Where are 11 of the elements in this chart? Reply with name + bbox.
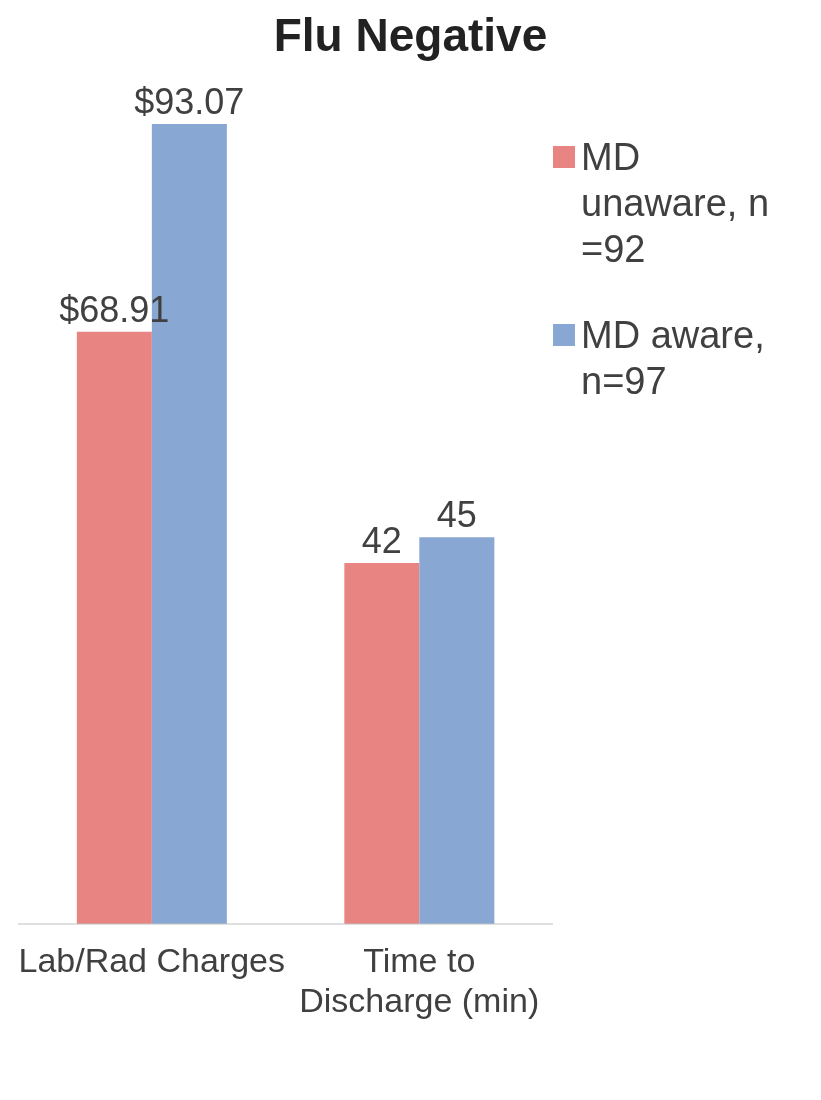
bar [344,562,420,924]
legend-label: MD aware, n=97 [581,313,766,404]
legend-label: MD unaware, n =92 [581,135,770,272]
data-label: 45 [436,494,477,536]
x-tick-label: Time to Discharge (min) [299,941,540,1019]
bar [419,537,495,924]
x-tick-label: Lab/Rad Charges [18,941,286,979]
chart-title: Flu Negative [272,8,549,63]
data-label: 42 [361,519,402,561]
data-label: $93.07 [134,81,245,122]
bar [76,331,152,924]
